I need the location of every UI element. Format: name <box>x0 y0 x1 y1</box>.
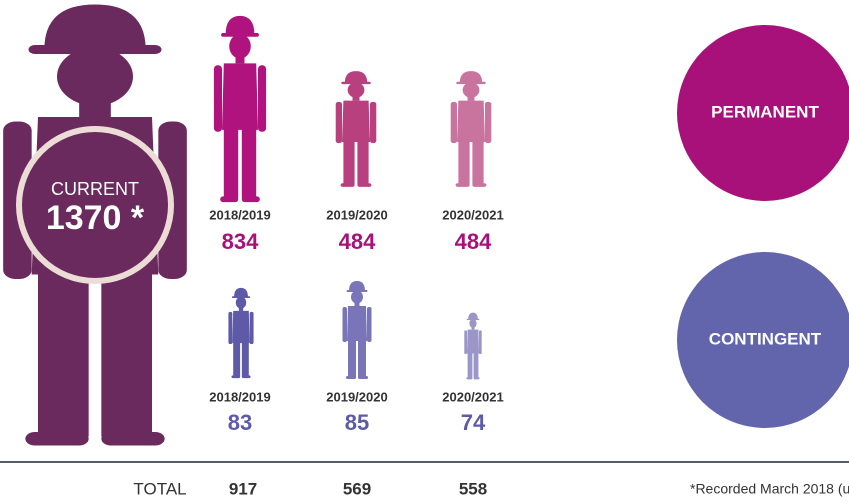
current-value: 1370 * <box>46 199 145 237</box>
contingent-value: 83 <box>228 410 252 435</box>
total-value: 917 <box>229 479 257 498</box>
permanent-value: 834 <box>222 229 259 254</box>
permanent-value: 484 <box>455 229 492 254</box>
worker-figure <box>228 287 254 379</box>
year-label: 2020/2021 <box>442 207 503 222</box>
current-circle <box>16 126 174 284</box>
year-label: 2020/2021 <box>442 389 503 404</box>
worker-figure <box>335 71 377 187</box>
contingent-circle <box>677 252 849 428</box>
total-value: 569 <box>343 479 371 498</box>
contingent-value: 74 <box>461 410 486 435</box>
year-label: 2019/2020 <box>326 207 387 222</box>
worker-figure <box>213 15 267 203</box>
permanent-circle <box>677 25 849 201</box>
year-label: 2018/2019 <box>209 207 270 222</box>
worker-figure <box>464 312 482 380</box>
worker-figure <box>342 281 372 379</box>
permanent-label: PERMANENT <box>711 102 819 121</box>
footnote: *Recorded March 2018 (un <box>690 481 849 497</box>
year-label: 2019/2020 <box>326 389 387 404</box>
contingent-label: CONTINGENT <box>709 329 822 348</box>
worker-figure <box>450 71 492 187</box>
permanent-value: 484 <box>339 229 376 254</box>
year-label: 2018/2019 <box>209 389 270 404</box>
total-label: TOTAL <box>133 479 186 498</box>
contingent-value: 85 <box>345 410 369 435</box>
current-label: CURRENT <box>51 179 139 199</box>
total-value: 558 <box>459 479 487 498</box>
